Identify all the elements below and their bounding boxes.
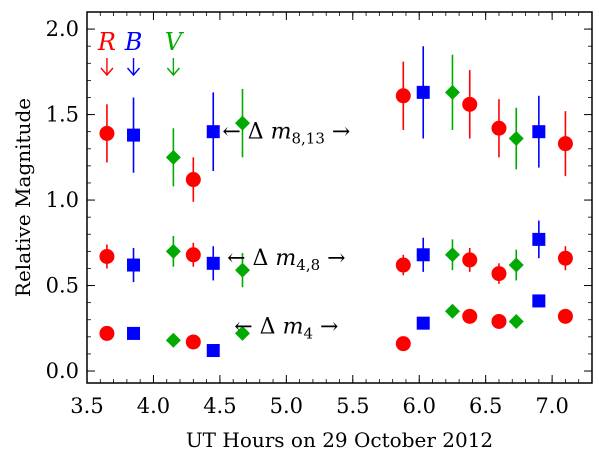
legend-arrow-head [126, 67, 141, 77]
x-tick-label: 7.0 [535, 394, 568, 418]
legend-arrow-head [166, 67, 180, 77]
annotation-label: ← Δ m4,8 → [227, 246, 345, 274]
data-point-B [416, 85, 430, 99]
data-point-R [462, 252, 478, 268]
y-tick-label: 1.5 [46, 103, 79, 127]
data-point-R [185, 247, 201, 263]
data-point-B [206, 344, 220, 358]
data-point-V [234, 115, 250, 131]
y-axis-label: Relative Magnitude [11, 98, 35, 297]
data-point-R [185, 334, 201, 350]
data-point-V [234, 262, 250, 278]
annotation-label: ← Δ m8,13 → [222, 120, 350, 148]
x-tick-label: 6.5 [469, 394, 502, 418]
data-point-R [491, 266, 507, 282]
legend-label-V: V [165, 28, 185, 56]
data-point-R [395, 88, 411, 104]
y-tick-label: 2.0 [46, 17, 79, 41]
data-point-R [395, 257, 411, 273]
data-point-B [127, 326, 141, 340]
x-tick-label: 3.5 [70, 394, 103, 418]
x-tick-label: 5.5 [336, 394, 369, 418]
data-point-V [508, 257, 524, 273]
data-point-R [395, 336, 411, 352]
data-point-V [508, 313, 524, 329]
annotations: ← Δ m8,13 → ← Δ m4,8 → ← Δ m4 → [222, 120, 350, 343]
y-tick-label: 0.5 [46, 274, 79, 298]
legend-label-B: B [124, 28, 143, 56]
x-tick-label: 6.0 [403, 394, 436, 418]
legend-arrow-head [100, 67, 114, 77]
data-point-V [444, 84, 460, 100]
x-tick-label: 4.0 [137, 394, 170, 418]
data-point-B [127, 128, 141, 142]
data-point-R [557, 250, 573, 266]
data-point-B [416, 316, 430, 330]
data-point-B [532, 125, 546, 139]
data-point-V [165, 149, 181, 165]
data-point-V [234, 325, 250, 341]
tick-labels: 3.5 4.0 4.5 5.0 5.5 6.0 6.5 7.0 0.0 0.5 1.0 1.5 2.0 [46, 17, 569, 418]
data-point-R [99, 325, 115, 341]
data-point-B [416, 248, 430, 262]
plot-frame [86, 11, 593, 384]
x-tick-label: 5.0 [270, 394, 303, 418]
data-point-R [491, 120, 507, 136]
legend-label-R: R [97, 28, 116, 56]
x-tick-label: 4.5 [203, 394, 236, 418]
data-point-B [127, 258, 141, 272]
data-point-B [206, 256, 220, 270]
data-point-R [462, 96, 478, 112]
data-point-B [532, 294, 546, 308]
y-tick-label: 0.0 [46, 359, 79, 383]
x-axis-label: UT Hours on 29 October 2012 [186, 428, 493, 452]
y-tick-label: 1.0 [46, 188, 79, 212]
data-point-V [165, 332, 181, 348]
data-point-R [99, 125, 115, 141]
data-point-V [165, 243, 181, 259]
annotation-label: ← Δ m4 → [234, 315, 338, 343]
data-point-R [557, 136, 573, 152]
data-point-B [206, 125, 220, 139]
data-point-B [532, 232, 546, 246]
data-point-V [444, 303, 460, 319]
data-point-R [99, 248, 115, 264]
data-point-V [444, 247, 460, 263]
data-points [99, 46, 573, 358]
data-point-R [557, 308, 573, 324]
data-point-R [185, 172, 201, 188]
data-point-V [508, 131, 524, 147]
data-point-R [462, 308, 478, 324]
data-point-R [491, 313, 507, 329]
